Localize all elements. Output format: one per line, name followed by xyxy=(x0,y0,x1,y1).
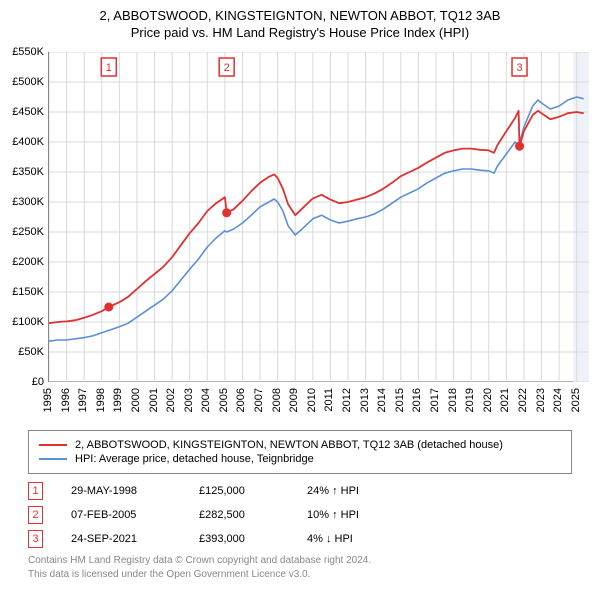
svg-text:2: 2 xyxy=(224,62,230,74)
x-tick-label: 1999 xyxy=(112,388,124,412)
sale-marker: 1 xyxy=(28,482,43,500)
x-tick-label: 2000 xyxy=(130,388,142,412)
x-tick-label: 2018 xyxy=(447,388,459,412)
y-tick-label: £50K xyxy=(18,346,44,358)
sales-row: 3 24-SEP-2021 £393,000 4% ↓ HPI xyxy=(28,530,572,548)
sale-marker: 2 xyxy=(28,506,43,524)
sale-delta: 10% ↑ HPI xyxy=(307,509,397,521)
sale-delta: 24% ↑ HPI xyxy=(307,485,397,497)
legend-label: 2, ABBOTSWOOD, KINGSTEIGNTON, NEWTON ABB… xyxy=(75,439,503,451)
series-hpi xyxy=(49,97,584,341)
x-tick-label: 2023 xyxy=(535,388,547,412)
sale-dot-1 xyxy=(104,303,113,312)
x-tick-label: 1995 xyxy=(42,388,54,412)
x-tick-label: 2012 xyxy=(341,388,353,412)
x-tick-label: 2002 xyxy=(165,388,177,412)
sale-date: 24-SEP-2021 xyxy=(71,533,171,545)
legend-swatch xyxy=(39,458,67,460)
sales-row: 1 29-MAY-1998 £125,000 24% ↑ HPI xyxy=(28,482,572,500)
x-tick-label: 2025 xyxy=(570,388,582,412)
attribution-line-2: This data is licensed under the Open Gov… xyxy=(28,568,572,582)
legend-item: 2, ABBOTSWOOD, KINGSTEIGNTON, NEWTON ABB… xyxy=(39,439,561,451)
x-tick-label: 2009 xyxy=(288,388,300,412)
plot-region: 1 2 3 xyxy=(48,52,588,382)
x-tick-label: 2001 xyxy=(148,388,160,412)
sale-flag-1: 1 xyxy=(101,58,116,76)
x-tick-label: 2013 xyxy=(359,388,371,412)
x-tick-label: 2003 xyxy=(183,388,195,412)
svg-text:1: 1 xyxy=(106,62,112,74)
y-tick-label: £250K xyxy=(12,226,44,238)
sale-dot-3 xyxy=(515,142,524,151)
title-block: 2, ABBOTSWOOD, KINGSTEIGNTON, NEWTON ABB… xyxy=(0,0,600,44)
x-tick-label: 2008 xyxy=(271,388,283,412)
legend-swatch xyxy=(39,444,67,446)
x-tick-label: 2014 xyxy=(376,388,388,412)
figure-container: 2, ABBOTSWOOD, KINGSTEIGNTON, NEWTON ABB… xyxy=(0,0,600,581)
y-tick-label: £150K xyxy=(12,286,44,298)
y-tick-label: £200K xyxy=(12,256,44,268)
x-axis-labels: 1995199619971998199920002001200220032004… xyxy=(48,384,588,424)
x-tick-label: 2005 xyxy=(218,388,230,412)
attribution-line-1: Contains HM Land Registry data © Crown c… xyxy=(28,554,572,568)
y-tick-label: £550K xyxy=(12,46,44,58)
plot-svg: 1 2 3 xyxy=(49,52,589,382)
y-tick-label: £400K xyxy=(12,136,44,148)
title-line-1: 2, ABBOTSWOOD, KINGSTEIGNTON, NEWTON ABB… xyxy=(10,8,590,23)
x-tick-label: 2011 xyxy=(323,388,335,412)
title-line-2: Price paid vs. HM Land Registry's House … xyxy=(10,25,590,40)
sale-price: £282,500 xyxy=(199,509,279,521)
attribution: Contains HM Land Registry data © Crown c… xyxy=(28,554,572,581)
x-tick-label: 2017 xyxy=(429,388,441,412)
x-tick-label: 2015 xyxy=(394,388,406,412)
x-tick-label: 2024 xyxy=(552,388,564,412)
sale-price: £125,000 xyxy=(199,485,279,497)
x-tick-label: 1997 xyxy=(77,388,89,412)
x-tick-label: 2007 xyxy=(253,388,265,412)
x-tick-label: 2020 xyxy=(482,388,494,412)
legend-label: HPI: Average price, detached house, Teig… xyxy=(75,453,314,465)
x-tick-label: 2010 xyxy=(306,388,318,412)
x-tick-label: 2016 xyxy=(411,388,423,412)
sales-table: 1 29-MAY-1998 £125,000 24% ↑ HPI 2 07-FEB-200… xyxy=(28,482,572,548)
y-axis-labels: £0 £50K £100K £150K £200K £250K £300K £350K £400… xyxy=(0,44,48,424)
sale-date: 29-MAY-1998 xyxy=(71,485,171,497)
x-tick-label: 2004 xyxy=(200,388,212,412)
sales-row: 2 07-FEB-2005 £282,500 10% ↑ HPI xyxy=(28,506,572,524)
sale-price: £393,000 xyxy=(199,533,279,545)
x-tick-label: 1998 xyxy=(95,388,107,412)
x-tick-label: 2021 xyxy=(499,388,511,412)
y-tick-label: £350K xyxy=(12,166,44,178)
x-tick-label: 2019 xyxy=(464,388,476,412)
sale-dot-2 xyxy=(222,208,231,217)
sale-flag-2: 2 xyxy=(219,58,234,76)
svg-text:3: 3 xyxy=(516,62,522,74)
sale-flag-3: 3 xyxy=(512,58,527,76)
y-tick-label: £0 xyxy=(32,376,44,388)
chart-area: 1 2 3 £0 £50K £100K £150K £200K £250K £300K £350K… xyxy=(0,44,600,424)
y-tick-label: £300K xyxy=(12,196,44,208)
y-tick-label: £450K xyxy=(12,106,44,118)
y-tick-label: £500K xyxy=(12,76,44,88)
legend-item: HPI: Average price, detached house, Teig… xyxy=(39,453,561,465)
legend: 2, ABBOTSWOOD, KINGSTEIGNTON, NEWTON ABB… xyxy=(28,430,572,474)
x-tick-label: 2022 xyxy=(517,388,529,412)
sale-date: 07-FEB-2005 xyxy=(71,509,171,521)
sale-delta: 4% ↓ HPI xyxy=(307,533,397,545)
x-tick-label: 2006 xyxy=(235,388,247,412)
y-tick-label: £100K xyxy=(12,316,44,328)
sale-marker: 3 xyxy=(28,530,43,548)
x-tick-label: 1996 xyxy=(60,388,72,412)
